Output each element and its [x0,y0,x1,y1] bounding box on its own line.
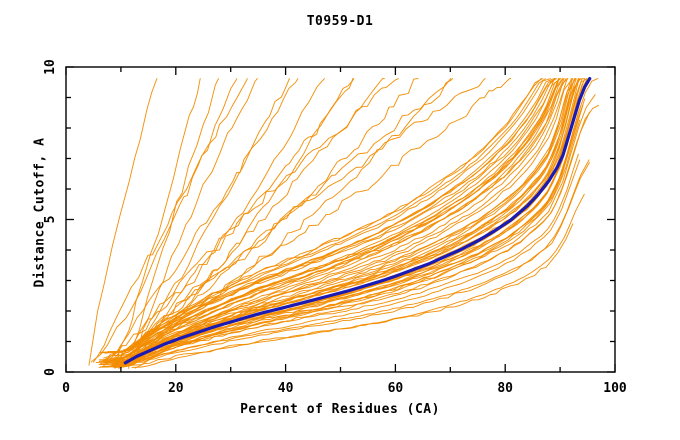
x-tick-labels: 0 20 40 60 80 100 [62,381,627,396]
svg-text:40: 40 [278,381,294,396]
svg-text:0: 0 [43,368,58,376]
y-tick-labels: 0 5 10 [43,59,58,376]
x-axis-label: Percent of Residues (CA) [240,402,440,417]
svg-text:5: 5 [43,216,58,224]
chart-title: T0959-D1 [306,14,374,29]
svg-text:0: 0 [62,381,70,396]
svg-text:10: 10 [43,59,58,75]
reference-curve-group [123,76,592,365]
prediction-curve-group [88,78,600,369]
plot-axes [65,66,616,373]
svg-text:60: 60 [388,381,404,396]
svg-text:100: 100 [603,381,627,396]
y-axis-label: Distance Cutoff, A [32,137,48,288]
svg-text:80: 80 [497,381,513,396]
svg-text:20: 20 [168,381,184,396]
